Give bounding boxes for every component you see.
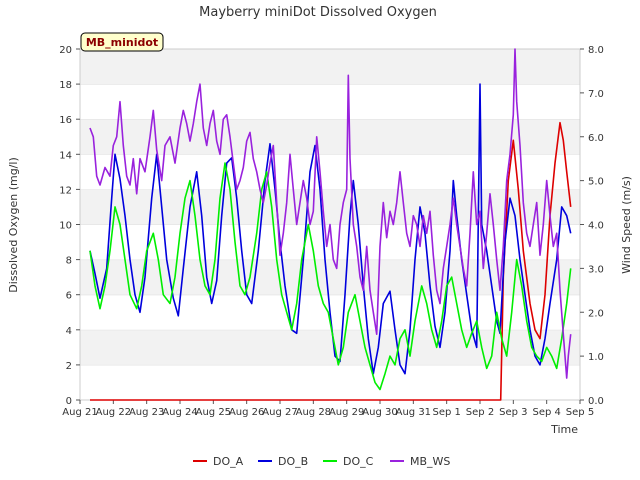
x-tick-label: Sep 1 bbox=[432, 407, 460, 418]
x-tick-label: Aug 24 bbox=[162, 407, 197, 418]
y-left-tick-label: 4 bbox=[66, 326, 72, 337]
y-right-tick-label: 0.0 bbox=[588, 396, 604, 407]
grid-band bbox=[80, 49, 580, 85]
x-tick-label: Aug 28 bbox=[296, 407, 331, 418]
y-left-tick-label: 10 bbox=[59, 221, 72, 232]
series-layer bbox=[89, 48, 572, 401]
x-tick-label: Sep 2 bbox=[466, 407, 494, 418]
grid-band bbox=[80, 259, 580, 295]
x-tick-label: Aug 30 bbox=[362, 407, 397, 418]
x-tick-label: Aug 31 bbox=[396, 407, 431, 418]
x-tick-label: Aug 25 bbox=[196, 407, 231, 418]
y-left-tick-label: 0 bbox=[66, 396, 72, 407]
legend-label: MB_WS bbox=[410, 455, 450, 468]
legend: DO_A DO_B DO_C MB_WS bbox=[193, 455, 450, 468]
grid-band bbox=[80, 119, 580, 155]
y-right-tick-label: 8.0 bbox=[588, 45, 604, 56]
x-tick-label: Aug 23 bbox=[129, 407, 164, 418]
legend-label: DO_C bbox=[343, 455, 374, 468]
y-left-tick-label: 12 bbox=[59, 185, 72, 196]
y-left-tick-label: 18 bbox=[59, 80, 72, 91]
y-right-axis-label: Wind Speed (m/s) bbox=[620, 176, 633, 274]
series-line-mb-ws bbox=[89, 48, 572, 379]
x-tick-label: Aug 22 bbox=[96, 407, 131, 418]
x-tick-label: Sep 4 bbox=[532, 407, 560, 418]
y-left-tick-label: 2 bbox=[66, 361, 72, 372]
y-right-tick-label: 1.0 bbox=[588, 352, 604, 363]
x-tick-label: Aug 27 bbox=[262, 407, 297, 418]
x-axis-label: Time bbox=[550, 423, 578, 436]
station-badge: MB_minidot bbox=[80, 32, 164, 52]
y-left-tick-label: 20 bbox=[59, 45, 72, 56]
y-left-axis: 0 2 4 6 8 10 12 14 16 18 20 bbox=[59, 45, 80, 407]
x-tick-label: Sep 5 bbox=[566, 407, 594, 418]
station-badge-label: MB_minidot bbox=[86, 36, 158, 49]
y-right-tick-label: 7.0 bbox=[588, 89, 604, 100]
chart-title: Mayberry miniDot Dissolved Oxygen bbox=[199, 5, 437, 20]
legend-label: DO_B bbox=[278, 455, 308, 468]
x-tick-label: Aug 29 bbox=[329, 407, 364, 418]
station-badge-box bbox=[80, 32, 164, 52]
grid-band bbox=[80, 364, 580, 400]
y-right-tick-label: 3.0 bbox=[588, 264, 604, 275]
y-left-tick-label: 8 bbox=[66, 256, 72, 267]
grid-band bbox=[80, 84, 580, 120]
series-line-do-c bbox=[89, 162, 572, 391]
y-right-tick-label: 5.0 bbox=[588, 177, 604, 188]
y-right-tick-label: 4.0 bbox=[588, 221, 604, 232]
legend-label: DO_A bbox=[213, 455, 244, 468]
x-tick-label: Aug 26 bbox=[229, 407, 264, 418]
y-left-tick-label: 6 bbox=[66, 291, 72, 302]
y-left-tick-label: 16 bbox=[59, 115, 72, 126]
x-tick-label: Sep 3 bbox=[499, 407, 527, 418]
grid-band bbox=[80, 329, 580, 365]
x-tick-label: Aug 21 bbox=[62, 407, 97, 418]
y-right-tick-label: 6.0 bbox=[588, 133, 604, 144]
series-line-do-a bbox=[90, 121, 572, 401]
y-right-axis: 0.0 1.0 2.0 3.0 4.0 5.0 6.0 7.0 8.0 bbox=[580, 45, 604, 407]
y-right-tick-label: 2.0 bbox=[588, 308, 604, 319]
y-left-tick-label: 14 bbox=[59, 150, 72, 161]
y-left-axis-label: Dissolved Oxygen (mg/l) bbox=[7, 157, 20, 292]
